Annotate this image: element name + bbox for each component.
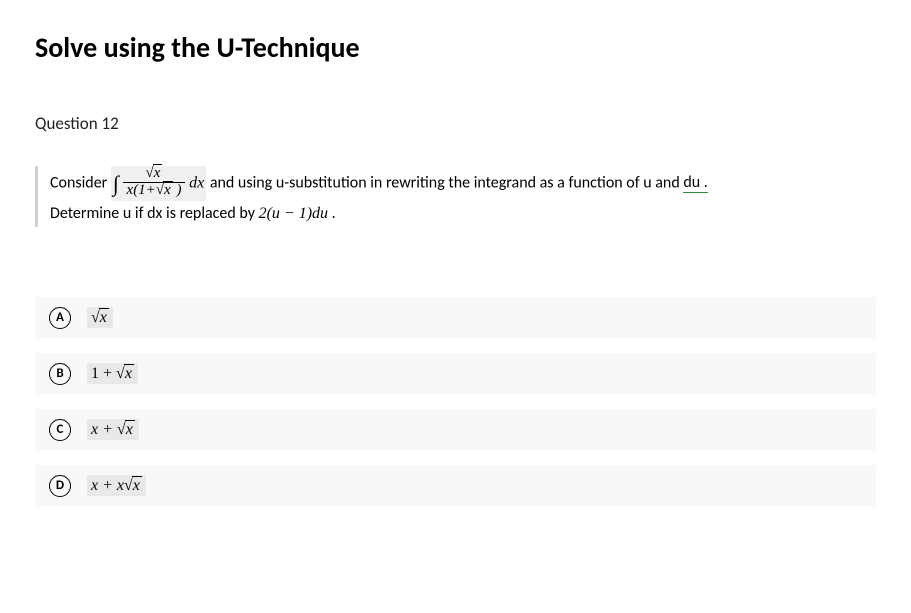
- option-letter-c: C: [49, 419, 71, 441]
- option-text-c: x + √x: [87, 419, 139, 440]
- q-text-consider: Consider: [50, 173, 111, 192]
- option-a[interactable]: A √x: [35, 297, 876, 339]
- option-b[interactable]: B 1 + √x: [35, 353, 876, 395]
- replace-expression: 2(u − 1)du: [259, 205, 328, 222]
- q-text-period: .: [332, 204, 336, 223]
- fraction: x x(1+x ): [123, 166, 186, 201]
- option-text-b: 1 + √x: [87, 363, 138, 384]
- question-body: Consider ∫ x x(1+x ) dx and using u-subs…: [35, 166, 876, 227]
- option-letter-b: B: [49, 363, 71, 385]
- page-title: Solve using the U-Technique: [35, 30, 876, 65]
- question-number-label: Question 12: [35, 113, 876, 134]
- option-letter-d: D: [49, 475, 71, 497]
- dx-text: dx: [189, 174, 204, 191]
- option-d[interactable]: D x + x√x: [35, 465, 876, 507]
- options-list: A √x B 1 + √x C x + √x D x + x√x: [35, 297, 876, 507]
- integral-expression: ∫ x x(1+x ) dx: [111, 166, 206, 201]
- integral-symbol: ∫: [113, 171, 119, 196]
- option-text-d: x + x√x: [87, 475, 146, 496]
- fraction-numerator: x: [123, 166, 186, 183]
- du-underlined: du .: [683, 173, 707, 193]
- option-letter-a: A: [49, 307, 71, 329]
- fraction-denominator: x(1+x ): [123, 183, 186, 201]
- q-text-mid: and using u-substitution in rewriting th…: [210, 173, 684, 192]
- option-text-a: √x: [87, 307, 113, 328]
- q-text-determine: Determine u if dx is replaced by: [50, 204, 259, 223]
- option-c[interactable]: C x + √x: [35, 409, 876, 451]
